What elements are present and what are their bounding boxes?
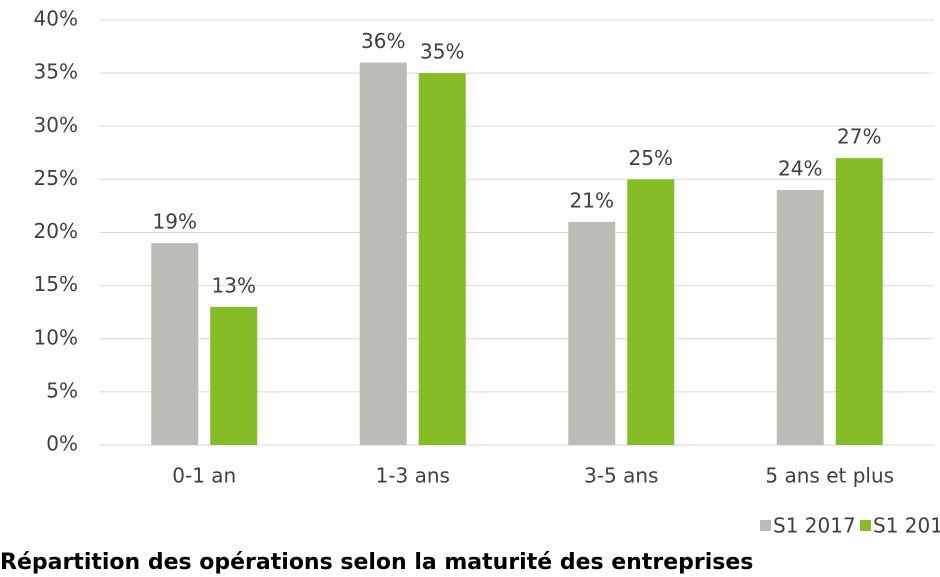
bar [776,190,824,445]
legend-label: S1 2018 [873,514,940,538]
y-tick-label: 25% [34,166,78,190]
legend-label: S1 2017 [773,514,856,538]
x-tick-label: 3-5 ans [584,464,658,488]
bar [359,62,407,445]
legend-swatch [760,520,771,531]
data-label: 24% [778,157,822,181]
chart-title: Répartition des opérations selon la matu… [0,550,753,575]
data-label: 36% [361,29,405,53]
data-label: 21% [570,188,614,212]
bar [151,243,199,445]
bar [568,221,616,445]
y-tick-label: 20% [34,219,78,243]
y-tick-label: 10% [34,325,78,349]
data-label: 35% [420,40,464,64]
y-tick-label: 5% [46,378,78,402]
data-label: 19% [153,210,197,234]
x-tick-label: 1-3 ans [376,464,450,488]
bar [627,179,675,445]
bar [418,73,466,445]
x-tick-label: 5 ans et plus [765,464,894,488]
y-tick-label: 30% [34,113,78,137]
bar [210,306,258,445]
bar [835,158,883,445]
x-tick-label: 0-1 an [172,464,236,488]
data-label: 25% [629,146,673,170]
data-label: 27% [837,125,881,149]
y-tick-label: 0% [46,432,78,456]
legend-swatch [860,520,871,531]
y-tick-label: 40% [34,7,78,31]
y-tick-label: 35% [34,60,78,84]
y-tick-label: 15% [34,272,78,296]
data-label: 13% [212,273,256,297]
